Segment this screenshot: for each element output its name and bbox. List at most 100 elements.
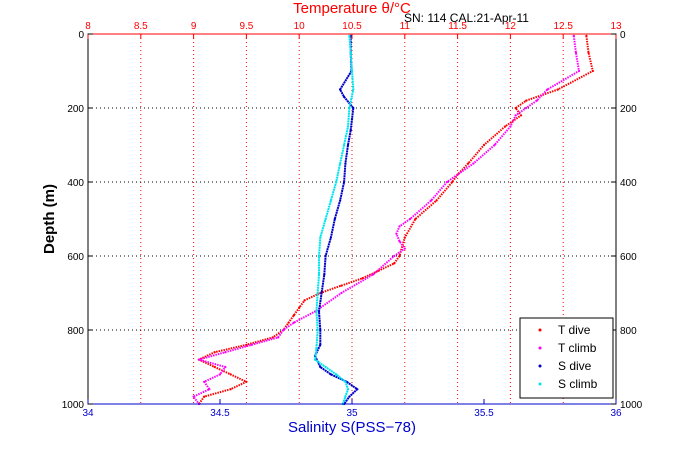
tick-marks xyxy=(87,33,617,405)
data-point xyxy=(282,328,285,332)
data-point xyxy=(451,180,454,184)
data-point xyxy=(329,236,332,239)
data-point xyxy=(316,328,319,332)
data-point xyxy=(525,106,528,110)
right-tick-label: 0 xyxy=(620,30,626,41)
data-point xyxy=(324,365,327,369)
data-point xyxy=(229,373,232,376)
data-point xyxy=(303,299,306,302)
data-point xyxy=(591,69,594,73)
data-point xyxy=(250,343,253,346)
data-point xyxy=(344,162,347,165)
top-tick-label: 12.5 xyxy=(553,21,573,32)
data-point xyxy=(525,99,528,102)
data-point xyxy=(346,125,350,128)
data-point xyxy=(514,106,517,110)
legend-label: T climb xyxy=(558,341,597,355)
data-point xyxy=(298,306,301,309)
data-point xyxy=(572,34,575,38)
data-point xyxy=(224,365,227,369)
data-point xyxy=(482,143,486,147)
data-point xyxy=(546,88,549,91)
data-point xyxy=(340,291,343,295)
data-point xyxy=(343,143,346,147)
data-point xyxy=(213,365,216,369)
top-tick-label: 9.5 xyxy=(239,21,253,32)
data-point xyxy=(403,247,406,250)
bottom-axis-title: Salinity S(PSS−78) xyxy=(288,419,416,436)
top-tick-label: 13 xyxy=(610,21,622,32)
top-tick-label: 11.5 xyxy=(448,21,467,32)
data-point xyxy=(349,129,352,132)
data-point xyxy=(315,347,318,350)
data-point xyxy=(203,395,206,398)
data-point xyxy=(348,106,351,110)
data-point xyxy=(319,236,322,239)
data-point xyxy=(343,180,346,184)
data-point xyxy=(348,34,351,38)
data-point xyxy=(398,225,401,228)
bottom-tick-label: 34.5 xyxy=(210,408,230,419)
legend-box xyxy=(519,317,614,399)
data-point xyxy=(317,254,321,258)
data-point xyxy=(292,321,295,324)
legend-marker-t-climb xyxy=(538,346,542,350)
data-point xyxy=(213,351,216,354)
data-point xyxy=(435,199,438,202)
data-point xyxy=(335,180,338,184)
data-point xyxy=(350,69,354,73)
data-point xyxy=(323,273,326,276)
data-point xyxy=(361,277,364,280)
top-tick-label: 10.5 xyxy=(342,21,362,32)
data-point xyxy=(346,388,350,391)
data-point xyxy=(393,254,396,258)
legend: T dive T climb S dive S climb xyxy=(519,317,614,399)
data-point xyxy=(329,199,332,202)
top-tick-label: 10 xyxy=(294,21,306,32)
data-point xyxy=(445,180,449,184)
data-point xyxy=(208,388,211,391)
data-point xyxy=(335,373,338,376)
data-point xyxy=(535,99,538,102)
right-tick-label: 600 xyxy=(620,252,637,263)
data-point xyxy=(344,395,347,398)
data-point xyxy=(398,254,401,258)
data-point xyxy=(319,365,322,369)
data-point xyxy=(287,321,290,324)
data-point xyxy=(350,118,354,121)
data-point xyxy=(403,236,406,239)
data-point xyxy=(519,114,523,117)
legend-label: T dive xyxy=(558,323,591,337)
data-point xyxy=(398,240,401,243)
data-point xyxy=(329,373,332,376)
bottom-tick-label: 35.5 xyxy=(474,408,494,419)
top-tick-label: 11 xyxy=(400,21,411,32)
data-point xyxy=(192,395,195,398)
data-point xyxy=(317,310,321,313)
data-point xyxy=(493,143,496,147)
data-point xyxy=(292,314,295,317)
data-point xyxy=(352,106,355,110)
serial-calibration-label: SN: 114 CAL:21-Apr-11 xyxy=(404,11,529,25)
left-tick-label: 0 xyxy=(78,30,84,41)
bottom-tick-label: 35 xyxy=(346,408,358,419)
bottom-tick-label: 36 xyxy=(610,408,622,419)
data-point xyxy=(585,34,588,38)
right-tick-label: 400 xyxy=(620,178,637,189)
data-point xyxy=(587,51,590,54)
series-line-t-dive xyxy=(197,35,594,405)
data-point xyxy=(393,262,396,265)
series-group xyxy=(192,34,594,406)
data-point xyxy=(339,88,342,91)
legend-marker-s-dive xyxy=(538,364,542,368)
data-point xyxy=(344,380,347,383)
top-tick-label: 9 xyxy=(191,21,197,32)
data-point xyxy=(324,217,327,221)
left-tick-label: 800 xyxy=(67,326,84,337)
data-point xyxy=(340,284,343,287)
data-point xyxy=(349,51,352,54)
data-point xyxy=(224,351,227,354)
data-point xyxy=(372,273,375,276)
bottom-tick-label: 34 xyxy=(82,408,94,419)
data-point xyxy=(218,373,222,376)
